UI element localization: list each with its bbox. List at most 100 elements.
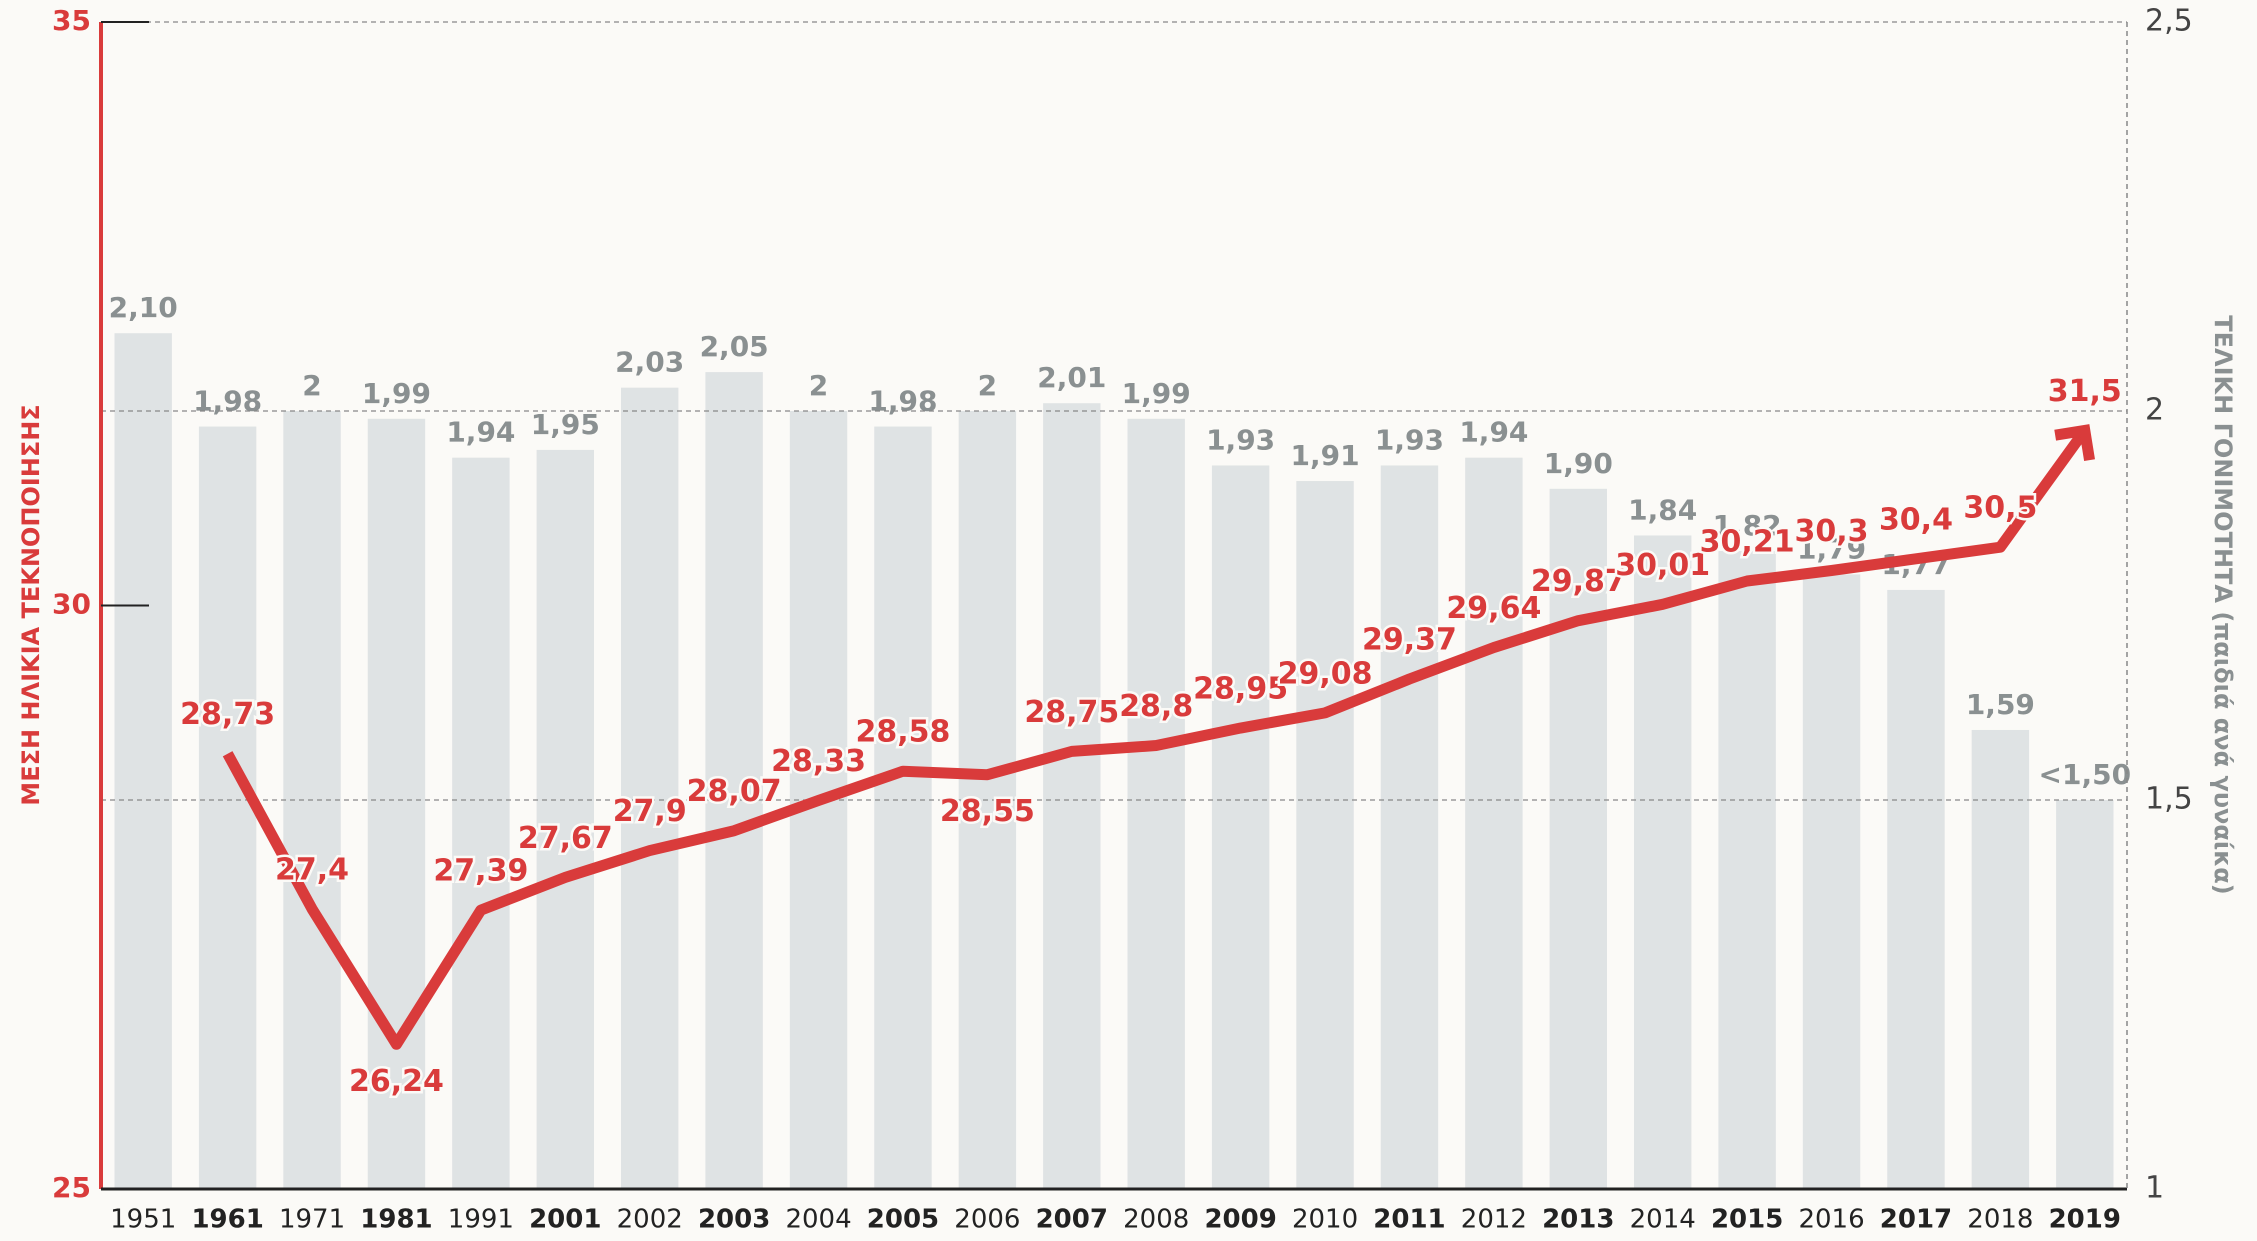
line-value-label: 30,3 — [1795, 514, 1869, 549]
line-value-label: 30,21 — [1700, 524, 1795, 559]
x-tick-label: 2015 — [1711, 1205, 1783, 1235]
bar-value-label: 2,05 — [700, 330, 769, 363]
bar-value-label: 1,94 — [446, 416, 515, 449]
x-tick-label: 2012 — [1461, 1205, 1527, 1235]
bar — [1380, 465, 1439, 1190]
line-value-label: 28,55 — [940, 794, 1035, 829]
bar-value-label: 2,03 — [615, 346, 684, 379]
bar — [452, 457, 510, 1189]
bar-value-label: 1,93 — [1206, 423, 1275, 456]
x-tick-label: 2018 — [1967, 1205, 2033, 1235]
bar-value-label: 2 — [302, 369, 321, 402]
bar-value-label: 2 — [809, 369, 828, 402]
bar — [2056, 800, 2114, 1189]
line-value-label: 30,01 — [1615, 548, 1710, 583]
line-value-label: 28,75 — [1024, 695, 1119, 730]
line-value-label: 28,8 — [1119, 689, 1193, 724]
line-value-label: 26,24 — [349, 1064, 444, 1099]
bar — [1802, 574, 1861, 1189]
bar-value-label: 1,98 — [868, 385, 937, 418]
line-value-label: 28,73 — [180, 697, 275, 732]
bar-value-label: 1,95 — [531, 408, 600, 441]
line-value-label: 30,5 — [1963, 491, 2037, 526]
bar — [367, 418, 426, 1189]
bar — [1634, 535, 1692, 1189]
x-tick-label: 2010 — [1292, 1205, 1358, 1235]
x-tick-label: 1961 — [191, 1205, 263, 1235]
x-tick-label: 2006 — [954, 1205, 1020, 1235]
x-tick-label: 2017 — [1880, 1205, 1952, 1235]
y2-tick-label: 1 — [2145, 1171, 2164, 1206]
line-value-label: 27,9 — [613, 794, 687, 829]
x-tick-label: 2002 — [617, 1205, 683, 1235]
bar — [705, 372, 763, 1190]
x-tick-label: 2007 — [1036, 1205, 1108, 1235]
bar-value-label: 2 — [978, 369, 997, 402]
x-tick-label: 2005 — [867, 1205, 939, 1235]
y-tick-label: 30 — [52, 588, 91, 621]
bar-value-label: 1,79 — [1797, 532, 1866, 565]
x-tick-label: 2009 — [1204, 1205, 1276, 1235]
bar-value-label: <1,50 — [2039, 758, 2132, 791]
y2-axis-title: ΤΕΛΙΚΗ ΓΟΝΙΜΟΤΗΤΑ (παιδιά ανά γυναίκα) — [2209, 315, 2237, 894]
y2-tick-label: 2 — [2145, 393, 2164, 428]
bar — [1211, 465, 1270, 1190]
line — [222, 427, 2090, 1050]
x-tick-label: 2004 — [785, 1205, 851, 1235]
line-value-label: 28,07 — [687, 774, 782, 809]
y-tick-label: 35 — [52, 4, 91, 37]
y-axis-title: ΜΕΣΗ ΗΛΙΚΙΑ ΤΕΚΝΟΠΟΙΗΣΗΣ — [17, 404, 45, 805]
bar — [1718, 551, 1776, 1189]
bar — [1971, 729, 2030, 1189]
line-value-label: 29,87 — [1531, 564, 1626, 599]
x-tick-label: 2008 — [1123, 1205, 1189, 1235]
line-value-label: 29,64 — [1446, 591, 1541, 626]
bar-value-label: 1,98 — [193, 385, 262, 418]
bar-value-label: 1,82 — [1713, 509, 1782, 542]
bar-value-label: 1,94 — [1459, 416, 1528, 449]
bar-value-label: 2,01 — [1037, 361, 1106, 394]
bar — [1887, 589, 1945, 1189]
bar — [536, 449, 594, 1189]
x-tick-label: 2001 — [529, 1205, 601, 1235]
x-tick-label: 1981 — [360, 1205, 432, 1235]
x-tick-label: 2016 — [1798, 1205, 1864, 1235]
line-value-label: 28,95 — [1193, 672, 1288, 707]
bar-value-label: 2,10 — [109, 291, 178, 324]
bar-value-label: 1,90 — [1544, 447, 1613, 480]
y2-tick-label: 1,5 — [2145, 782, 2193, 817]
x-tick-label: 1951 — [110, 1205, 176, 1235]
x-tick-label: 1991 — [448, 1205, 514, 1235]
y2-tick-label: 2,5 — [2145, 4, 2193, 39]
bar — [1465, 457, 1523, 1189]
bar-value-label: 1,91 — [1290, 439, 1359, 472]
x-tick-label: 2011 — [1373, 1205, 1445, 1235]
bar — [1549, 488, 1607, 1189]
bar — [621, 387, 679, 1189]
bar-value-label: 1,99 — [1122, 377, 1191, 410]
line-value-label: 27,4 — [275, 852, 349, 887]
x-tick-label: 2019 — [2049, 1205, 2121, 1235]
bar — [198, 426, 257, 1189]
line-value-label: 28,33 — [771, 744, 866, 779]
bar — [1296, 481, 1354, 1189]
x-tick-label: 2003 — [698, 1205, 770, 1235]
bar-value-label: 1,99 — [362, 377, 431, 410]
arrow-head — [2054, 424, 2095, 461]
line-value-label: 30,4 — [1879, 502, 1953, 537]
line-value-label: 29,37 — [1362, 623, 1457, 658]
bar — [1127, 418, 1185, 1189]
line-value-label: 27,39 — [433, 854, 528, 889]
bar — [114, 333, 172, 1189]
bar-value-label: 1,93 — [1375, 423, 1444, 456]
x-tick-label: 2013 — [1542, 1205, 1614, 1235]
x-tick-label: 2014 — [1630, 1205, 1696, 1235]
line-value-label: 28,58 — [856, 715, 951, 750]
bar-value-label: 1,84 — [1628, 493, 1697, 526]
line-value-label: 31,5 — [2048, 374, 2122, 409]
x-tick-label: 1971 — [279, 1205, 345, 1235]
bar-value-label: 1,59 — [1966, 688, 2035, 721]
y-tick-label: 25 — [52, 1171, 91, 1204]
line-value-label: 27,67 — [518, 821, 613, 856]
